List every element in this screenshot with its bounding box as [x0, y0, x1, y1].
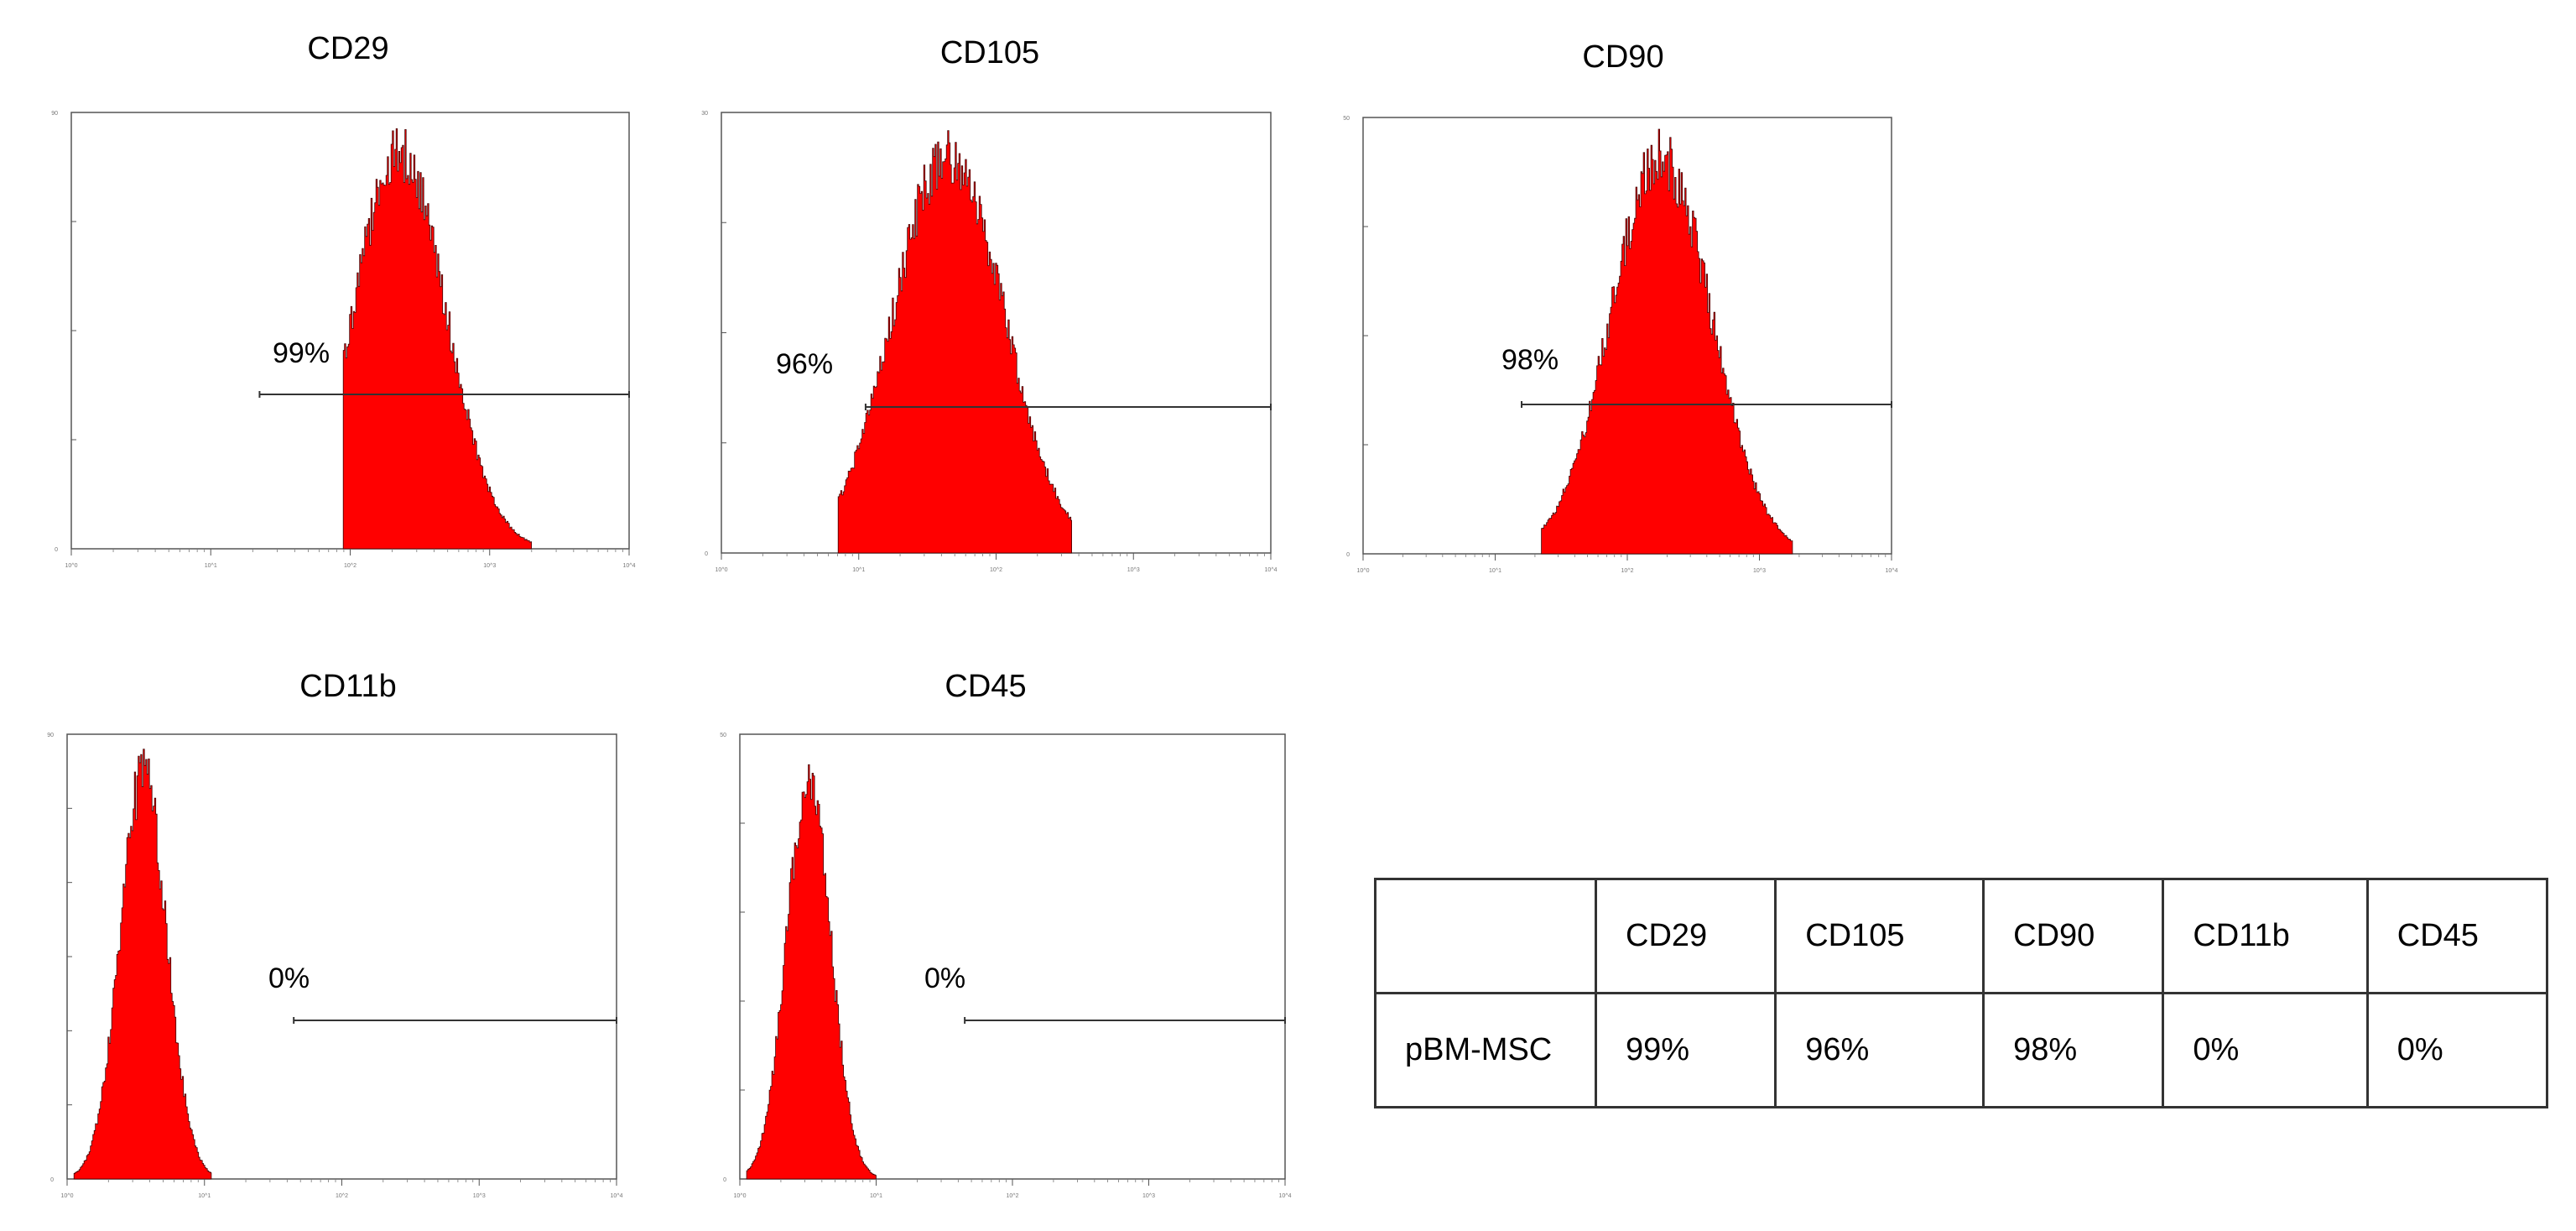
gate-percent-label: 99%	[273, 337, 330, 369]
table-header-cell: CD90	[1982, 878, 2165, 994]
histogram-panel-cd45: CD45 0 50 10^0 10^1 10^2 10^3 10^4 0%	[720, 669, 1291, 1199]
histogram-area	[746, 764, 877, 1180]
histogram-area	[73, 749, 212, 1180]
histogram-panel-cd90: CD90 0 50 10^0 10^1 10^2 10^3 10^4 98%	[1343, 39, 1897, 574]
y-tick-label: 50	[1343, 116, 1350, 122]
x-tick-label: 10^2	[1007, 1193, 1019, 1199]
x-tick-label: 10^1	[205, 563, 217, 569]
histogram-panel-cd29: CD29 0 90 10^0 10^1 10^2 10^3 10^4 99%	[51, 31, 635, 569]
panel-title: CD90	[1582, 39, 1663, 75]
gate-percent-label: 98%	[1501, 344, 1559, 376]
y-tick-label: 90	[47, 733, 54, 738]
table-cell: 99%	[1594, 992, 1777, 1108]
x-tick-label: 10^2	[1621, 568, 1634, 574]
histogram-area	[342, 128, 532, 550]
x-tick-label: 10^2	[990, 567, 1002, 573]
table-header-cell: CD29	[1594, 878, 1777, 994]
panel-title: CD45	[945, 669, 1026, 704]
x-tick-label: 10^3	[473, 1193, 486, 1199]
x-tick-label: 10^2	[336, 1193, 348, 1199]
x-tick-label: 10^0	[734, 1193, 747, 1199]
table-header-cell: CD45	[2365, 878, 2549, 994]
x-tick-label: 10^3	[483, 563, 496, 569]
x-tick-label: 10^4	[1279, 1193, 1292, 1199]
x-tick-label: 10^4	[1886, 568, 1898, 574]
x-tick-label: 10^0	[65, 563, 78, 569]
panel-title: CD11b	[299, 669, 396, 704]
x-tick-label: 10^4	[1265, 567, 1278, 573]
table-corner-cell	[1374, 878, 1597, 994]
x-tick-label: 10^0	[716, 567, 728, 573]
y-tick-label: 0	[55, 547, 58, 553]
table-cell: 96%	[1774, 992, 1985, 1108]
panel-title: CD105	[940, 35, 1039, 70]
x-tick-label: 10^0	[1357, 568, 1370, 574]
histogram-panel-cd11b: CD11b 0 90 10^0 10^1 10^2 10^3 10^4 0%	[47, 669, 622, 1199]
table-row-label: pBM-MSC	[1374, 992, 1597, 1108]
y-tick-label: 0	[1346, 552, 1350, 558]
x-tick-label: 10^1	[852, 567, 865, 573]
x-tick-label: 10^1	[198, 1193, 211, 1199]
gate-percent-label: 96%	[776, 348, 833, 380]
x-tick-label: 10^4	[611, 1193, 623, 1199]
histogram-area	[1541, 128, 1793, 555]
panel-title: CD29	[307, 31, 388, 66]
histogram-area	[837, 130, 1072, 554]
table-row: pBM-MSC 99% 96% 98% 0% 0%	[1374, 992, 2549, 1108]
y-tick-label: 0	[50, 1177, 54, 1183]
x-tick-label: 10^0	[61, 1193, 74, 1199]
table-cell: 98%	[1982, 992, 2165, 1108]
gate-percent-label: 0%	[924, 962, 965, 994]
x-tick-label: 10^4	[623, 563, 636, 569]
x-tick-label: 10^2	[344, 563, 356, 569]
y-tick-label: 0	[723, 1177, 726, 1183]
table-cell: 0%	[2365, 992, 2549, 1108]
gate-percent-label: 0%	[268, 962, 310, 994]
y-tick-label: 90	[51, 111, 58, 117]
y-tick-label: 0	[705, 551, 708, 557]
summary-table: CD29 CD105 CD90 CD11b CD45 pBM-MSC 99% 9…	[1374, 878, 2549, 1108]
y-tick-label: 50	[720, 733, 726, 738]
x-tick-label: 10^3	[1127, 567, 1140, 573]
x-tick-label: 10^3	[1142, 1193, 1155, 1199]
table-header-cell: CD105	[1774, 878, 1985, 994]
table-cell: 0%	[2162, 992, 2369, 1108]
x-tick-label: 10^1	[870, 1193, 882, 1199]
x-tick-label: 10^3	[1753, 568, 1766, 574]
y-tick-label: 30	[701, 111, 708, 117]
table-header-cell: CD11b	[2162, 878, 2369, 994]
table-header-row: CD29 CD105 CD90 CD11b CD45	[1374, 878, 2549, 994]
histogram-panel-cd105: CD105 0 30 10^0 10^1 10^2 10^3 10^4 96%	[701, 35, 1277, 573]
x-tick-label: 10^1	[1489, 568, 1501, 574]
